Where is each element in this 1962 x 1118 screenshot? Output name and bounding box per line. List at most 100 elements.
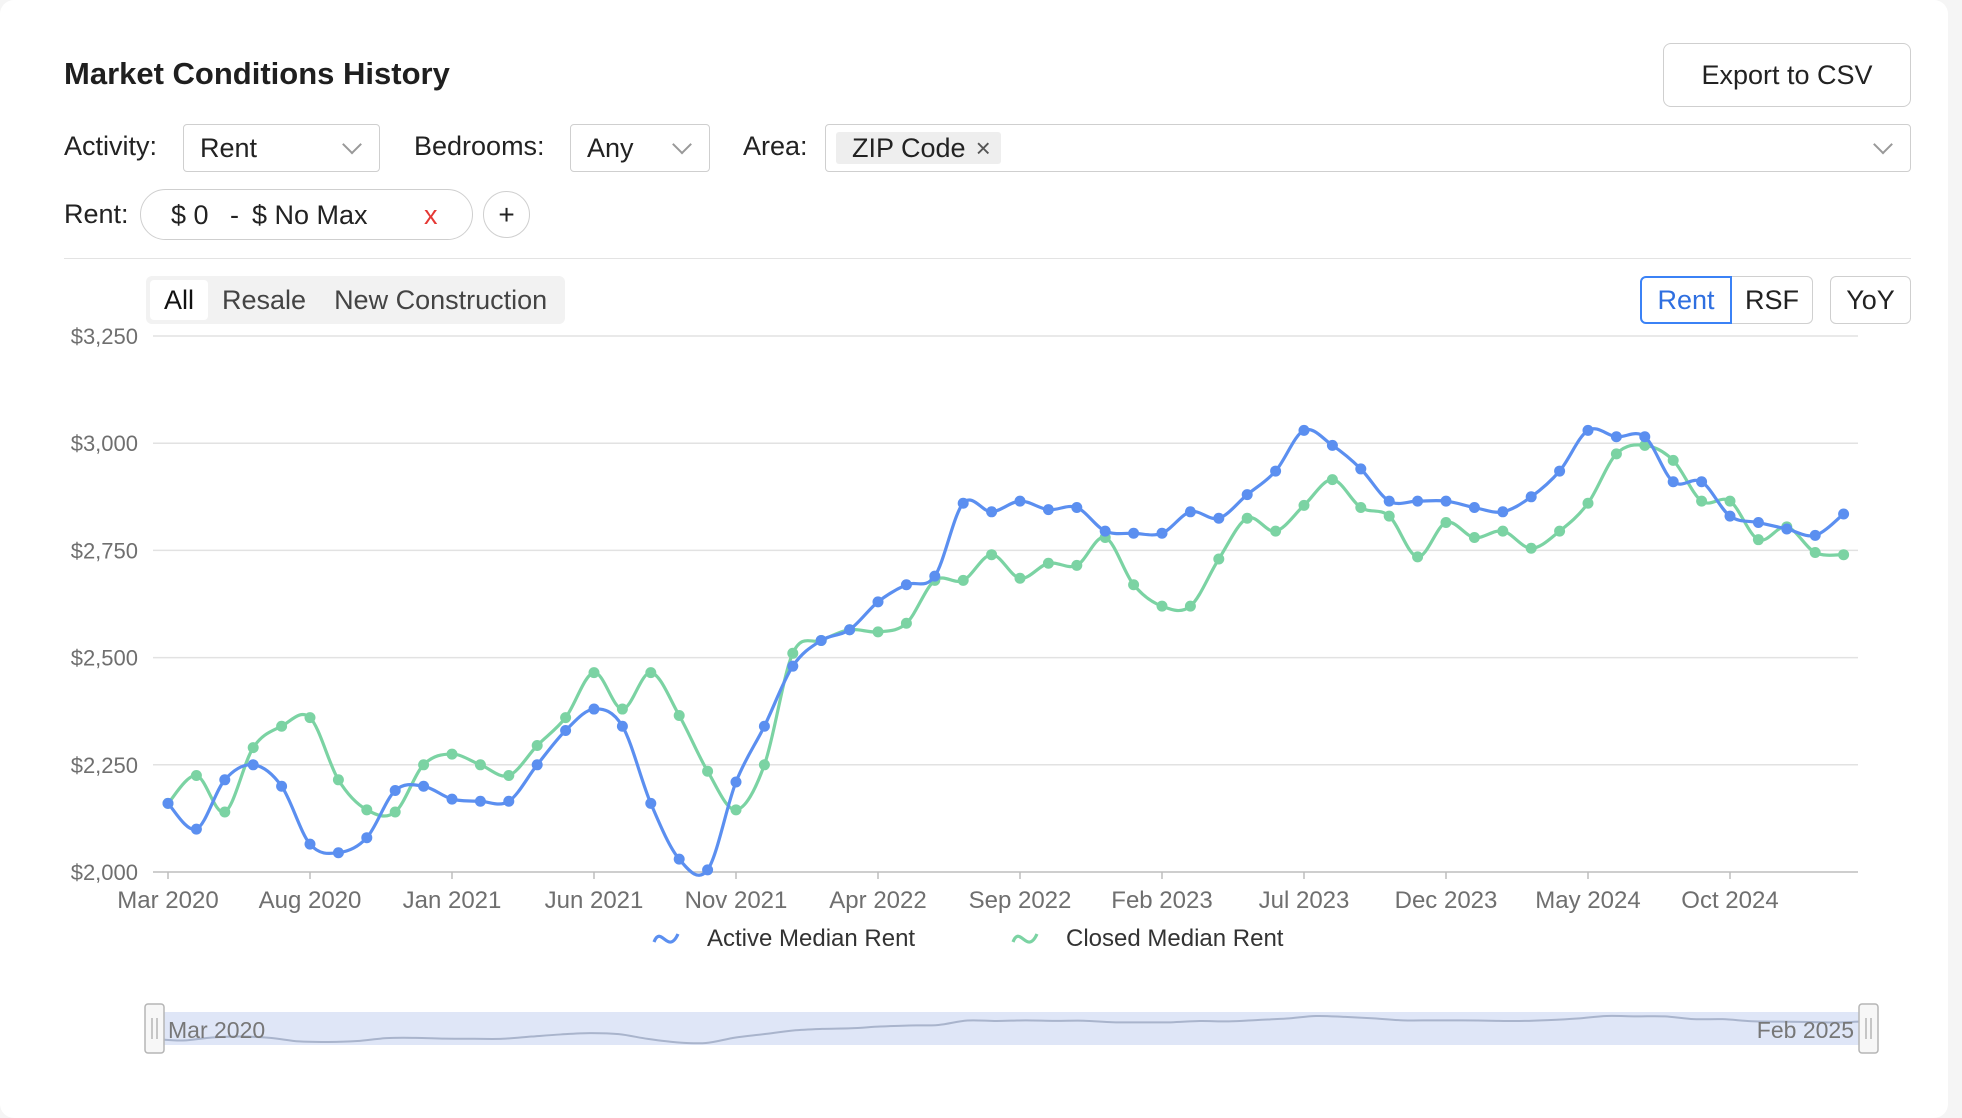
x-tick-label: May 2024: [1535, 887, 1640, 914]
active-median-rent-point: [418, 780, 430, 792]
close-icon[interactable]: ×: [975, 133, 991, 163]
navigator-start-label: Mar 2020: [168, 1017, 265, 1043]
closed-median-rent-point: [1298, 499, 1310, 511]
closed-median-rent-point: [1355, 502, 1367, 514]
active-median-rent-point: [1440, 495, 1452, 507]
rent-range-pill[interactable]: $ 0 - $ No Max x: [140, 189, 473, 240]
x-tick-label: Apr 2022: [829, 887, 926, 914]
active-median-rent-point: [1014, 495, 1026, 507]
closed-median-rent-point: [332, 774, 344, 786]
active-median-rent-point: [1156, 527, 1168, 539]
closed-median-rent-point: [929, 574, 941, 586]
legend-label[interactable]: Active Median Rent: [707, 925, 915, 952]
closed-median-rent-point: [389, 806, 401, 818]
chevron-down-icon: [1873, 134, 1893, 155]
active-median-rent-point: [1184, 506, 1196, 518]
closed-median-rent-point: [474, 759, 486, 771]
page-title: Market Conditions History: [64, 56, 450, 91]
navigator-left-handle[interactable]: [144, 1003, 165, 1054]
active-median-rent-point: [872, 596, 884, 608]
export-csv-button[interactable]: Export to CSV: [1663, 43, 1911, 107]
activity-select[interactable]: Rent: [183, 124, 380, 172]
closed-median-rent-point: [1724, 495, 1736, 507]
x-tick-label: Jan 2021: [403, 887, 502, 914]
divider: [64, 258, 1911, 259]
closed-median-rent-point: [560, 712, 572, 724]
active-median-rent-point: [1071, 502, 1083, 514]
rent-separator: -: [230, 200, 239, 230]
rent-max: $ No Max: [252, 200, 368, 230]
clear-range-button[interactable]: x: [424, 200, 438, 230]
closed-median-rent-point: [1838, 549, 1850, 561]
active-median-rent-point: [1752, 517, 1764, 529]
sale-type-segmented: All Resale New Construction: [146, 276, 566, 324]
active-median-rent-point: [1696, 476, 1708, 488]
legend-label[interactable]: Closed Median Rent: [1066, 925, 1284, 952]
active-median-rent-point: [1412, 495, 1424, 507]
closed-median-rent-point: [815, 634, 827, 646]
closed-median-rent-point: [1071, 559, 1083, 571]
area-select[interactable]: ZIP Code ×: [825, 124, 1911, 172]
x-tick-label: Nov 2021: [685, 887, 788, 914]
grip-handle-icon[interactable]: [1858, 1003, 1879, 1054]
closed-median-rent-point: [1042, 557, 1054, 569]
active-median-rent-point: [1497, 506, 1509, 518]
toggle-rsf[interactable]: RSF: [1732, 276, 1813, 324]
closed-median-rent-point: [1213, 553, 1225, 565]
closed-median-rent-point: [1525, 542, 1537, 554]
active-median-rent-point: [957, 497, 969, 509]
add-filter-button[interactable]: +: [483, 191, 530, 238]
active-median-rent-point: [1326, 439, 1338, 451]
segment-new-construction[interactable]: New Construction: [334, 285, 548, 315]
closed-median-rent-point: [276, 720, 288, 732]
closed-median-rent-point: [1270, 525, 1282, 537]
active-median-rent-line: [166, 427, 1845, 877]
closed-median-rent-point: [1752, 534, 1764, 546]
closed-median-rent-point: [1241, 512, 1253, 524]
closed-median-rent-point: [986, 549, 998, 561]
closed-median-rent-point: [1412, 551, 1424, 563]
segment-all[interactable]: All: [150, 280, 209, 320]
x-tick-label: Mar 2020: [117, 887, 218, 914]
segment-resale[interactable]: Resale: [222, 285, 307, 315]
active-median-rent-point: [1781, 523, 1793, 535]
x-tick-label: Feb 2023: [1111, 887, 1212, 914]
active-median-rent-point: [1838, 508, 1850, 520]
bedrooms-value: Any: [587, 132, 634, 163]
closed-median-rent-point: [872, 626, 884, 638]
active-median-rent-point: [844, 624, 856, 636]
legend-swatch-icon[interactable]: [1011, 933, 1039, 944]
closed-median-rent-point: [361, 804, 373, 816]
y-tick-label: $3,000: [71, 431, 138, 456]
closed-median-rent-point: [1554, 525, 1566, 537]
active-median-rent-point: [900, 579, 912, 591]
closed-median-rent-point: [1468, 532, 1480, 544]
active-median-rent-point: [758, 720, 770, 732]
active-median-rent-point: [1639, 431, 1651, 443]
active-median-rent-point: [446, 793, 458, 805]
grip-handle-icon[interactable]: [144, 1003, 165, 1054]
active-median-rent-point: [702, 864, 714, 876]
area-label: Area:: [743, 131, 808, 161]
closed-median-rent-point: [1781, 521, 1793, 533]
active-median-rent-point: [503, 795, 515, 807]
closed-median-rent-point: [787, 647, 799, 659]
navigator-right-handle[interactable]: [1858, 1003, 1879, 1054]
closed-median-rent-point: [190, 770, 202, 782]
navigator-series-line: [153, 1014, 1869, 1045]
closed-median-rent-point: [730, 804, 742, 816]
x-tick-label: Sep 2022: [969, 887, 1072, 914]
closed-median-rent-point: [616, 703, 628, 715]
yoy-button[interactable]: YoY: [1830, 276, 1911, 324]
rent-min: $ 0: [171, 200, 209, 230]
y-tick-label: $2,250: [71, 753, 138, 778]
closed-median-rent-point: [1639, 439, 1651, 451]
area-tag: ZIP Code ×: [836, 132, 1001, 164]
bedrooms-select[interactable]: Any: [570, 124, 710, 172]
navigator-selection[interactable]: [154, 1012, 1868, 1045]
legend-swatch-icon[interactable]: [652, 933, 680, 944]
closed-median-rent-point: [219, 806, 231, 818]
active-median-rent-point: [815, 634, 827, 646]
toggle-rent[interactable]: Rent: [1640, 276, 1732, 324]
metric-toggle: Rent RSF: [1640, 276, 1813, 324]
